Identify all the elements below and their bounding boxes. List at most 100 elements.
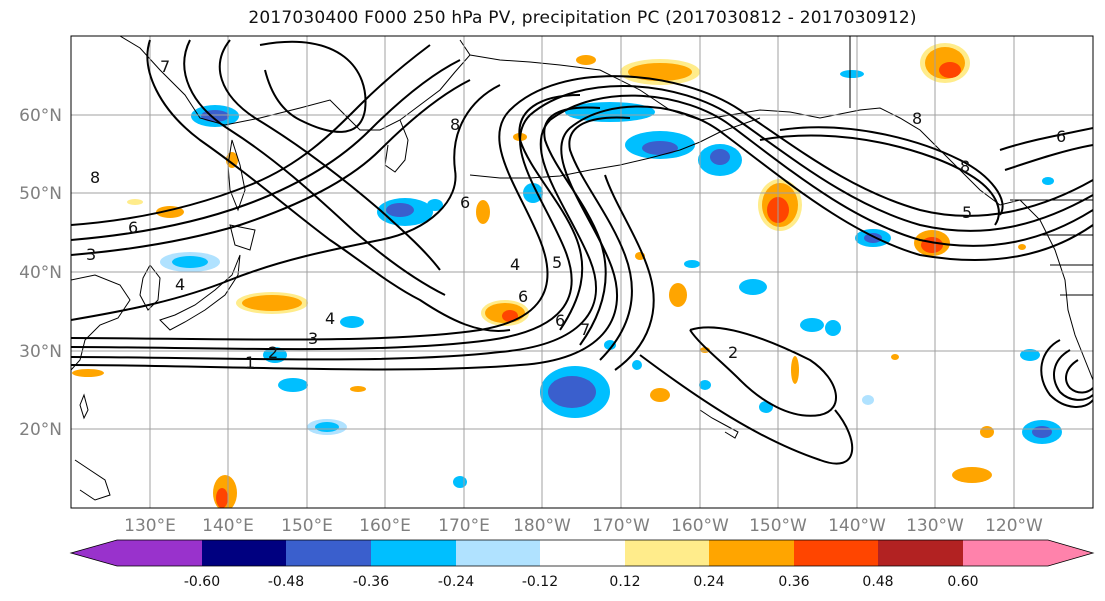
map-frame: [70, 35, 1094, 509]
pv-contour: [71, 85, 1093, 351]
precip-pos-patch: [350, 386, 366, 392]
colorbar-outline: [69, 539, 1095, 567]
precip-neg-patch: [684, 260, 700, 268]
precip-neg-patch: [172, 256, 208, 268]
pv-contour: [604, 174, 655, 371]
precip-pos-patch: [476, 200, 490, 224]
pv-contour: [71, 59, 461, 241]
precip-pos-patch: [980, 426, 994, 438]
pv-contour: [518, 94, 584, 331]
colorbar: -0.60 -0.48 -0.36 -0.24 -0.12 0.12 0.24 …: [69, 539, 1095, 590]
contour-label: 1: [245, 353, 255, 372]
precip-pos-patch: [650, 388, 670, 402]
precip-pos-patch: [628, 63, 692, 81]
precip-pos-patch: [952, 467, 992, 483]
pv-contour: [1040, 339, 1093, 408]
pv-contour: [71, 75, 1093, 341]
colorbar-bin: [202, 540, 286, 566]
pv-contour-labels: 7 8 8 6 3 4 4 3 2 1 6 6 4 5 6 7 2 8 6 8 …: [86, 57, 1066, 372]
colorbar-bin: [540, 540, 625, 566]
contour-label: 4: [325, 309, 335, 328]
colorbar-extend-min: [71, 540, 117, 566]
lon-label: 140°W: [828, 516, 886, 536]
lat-label: 20°N: [19, 420, 62, 440]
precip-pos-patch: [791, 356, 799, 384]
precip-neg-patch: [604, 340, 616, 350]
lon-label: 120°W: [985, 516, 1043, 536]
colorbar-bin: [794, 540, 878, 566]
precip-neg-patch: [453, 476, 467, 488]
lat-label: 60°N: [19, 106, 62, 126]
contour-label: 4: [510, 255, 520, 274]
lon-label: 160°W: [671, 516, 729, 536]
coastline-honshu: [159, 254, 241, 331]
lat-label: 50°N: [19, 184, 62, 204]
pv-contour: [689, 326, 837, 417]
precip-pos-patch: [216, 488, 228, 508]
lon-label: 170°W: [592, 516, 650, 536]
precip-neg-patch: [1042, 177, 1054, 185]
pv-contour: [218, 39, 441, 271]
precip-pos-patch: [502, 310, 518, 322]
pv-contour: [71, 84, 501, 321]
contour-label: 4: [175, 275, 185, 294]
colorbar-tick-label: -0.48: [268, 574, 304, 590]
colorbar-tick-label: 0.36: [778, 574, 809, 590]
colorbar-bin: [625, 540, 709, 566]
coastline-hokkaido: [229, 224, 256, 251]
pv-contour: [543, 106, 607, 346]
pv-contour: [259, 40, 367, 133]
precip-pos-patch: [891, 354, 899, 360]
lon-label: 180°W: [513, 516, 571, 536]
figure-title: 2017030400 F000 250 hPa PV, precipitatio…: [248, 8, 917, 28]
latitude-axis: 60°N 50°N 40°N 30°N 20°N: [19, 106, 62, 440]
contour-label: 3: [308, 329, 318, 348]
precip-neg-patch: [825, 320, 841, 336]
precip-neg-patch: [800, 318, 824, 332]
precip-neg-patch: [699, 380, 711, 390]
colorbar-bin: [456, 540, 540, 566]
colorbar-bin: [371, 540, 456, 566]
precip-neg-patch: [427, 199, 443, 211]
contour-label: 6: [555, 311, 565, 330]
colorbar-extend-max: [1048, 540, 1093, 566]
contour-label: 7: [160, 57, 170, 76]
contour-label: 8: [450, 115, 460, 134]
colorbar-tick-label: -0.36: [353, 574, 389, 590]
precip-pos-patch: [669, 283, 687, 307]
contour-label: 5: [962, 203, 972, 222]
pv-contour: [779, 126, 1004, 216]
contour-label: 8: [960, 157, 970, 176]
precip-neg-patch: [548, 376, 596, 408]
contour-label: 6: [1056, 127, 1066, 146]
contour-label: 8: [912, 109, 922, 128]
precip-neg-patch: [386, 203, 414, 217]
pv-contour: [71, 44, 431, 226]
precip-neg-patch: [1032, 426, 1052, 438]
contour-label: 6: [128, 218, 138, 237]
colorbar-tick-label: 0.48: [862, 574, 893, 590]
colorbar-bin: [878, 540, 963, 566]
pv-contour: [1065, 359, 1093, 394]
precip-pos-patch: [72, 369, 104, 377]
lon-label: 130°E: [124, 516, 176, 536]
lon-label: 130°W: [906, 516, 964, 536]
precip-neg-patch: [315, 422, 339, 432]
lon-label: 150°W: [749, 516, 807, 536]
colorbar-tick-label: 0.12: [609, 574, 640, 590]
colorbar-ticks: -0.60 -0.48 -0.36 -0.24 -0.12 0.12 0.24 …: [184, 574, 979, 590]
pv-contour: [639, 354, 854, 465]
precip-pos-patch: [939, 62, 961, 78]
contour-label: 6: [460, 193, 470, 212]
precip-neg-patch: [864, 233, 882, 243]
coastline-alaska: [469, 54, 1021, 206]
contour-label: 7: [580, 320, 590, 339]
coastline-taiwan: [79, 393, 89, 420]
lat-label: 40°N: [19, 263, 62, 283]
pv-contours: [71, 39, 1093, 465]
coastline-asia: [119, 36, 471, 131]
colorbar-tick-label: -0.24: [438, 574, 474, 590]
colorbar-bin: [963, 540, 1048, 566]
colorbar-tick-label: 0.24: [693, 574, 724, 590]
precip-neg-patch: [710, 149, 730, 165]
